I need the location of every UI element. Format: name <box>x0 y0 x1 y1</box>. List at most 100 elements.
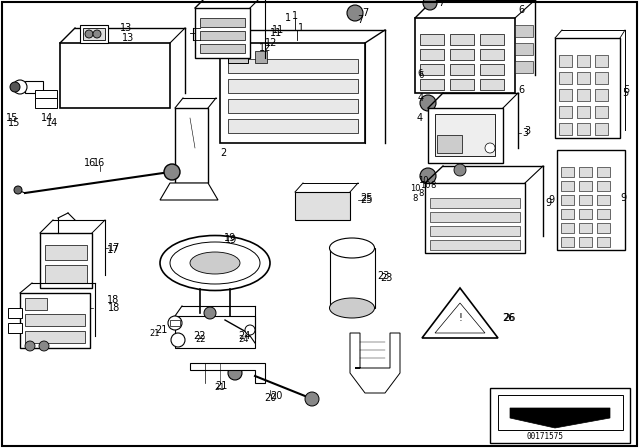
Bar <box>559 72 572 84</box>
Bar <box>228 99 358 113</box>
Text: 14: 14 <box>46 118 58 128</box>
Text: 9: 9 <box>620 193 626 203</box>
Bar <box>579 237 592 247</box>
Bar <box>428 108 503 163</box>
Bar <box>170 320 180 326</box>
Text: 18: 18 <box>108 303 120 313</box>
Bar <box>450 34 474 45</box>
Bar <box>595 106 608 118</box>
Bar <box>597 209 610 219</box>
Text: 16: 16 <box>93 158 105 168</box>
Bar <box>597 195 610 205</box>
Text: 16: 16 <box>84 158 96 168</box>
Bar <box>515 43 533 55</box>
Bar <box>555 38 620 138</box>
Text: 2: 2 <box>220 148 227 158</box>
Text: 1: 1 <box>292 11 298 21</box>
Text: 9: 9 <box>545 198 551 208</box>
Ellipse shape <box>160 236 270 290</box>
Text: 22: 22 <box>195 336 205 345</box>
Bar <box>559 55 572 67</box>
Circle shape <box>454 164 466 176</box>
Bar <box>579 209 592 219</box>
Bar <box>228 45 248 63</box>
Text: 21: 21 <box>215 381 227 391</box>
Text: 21: 21 <box>155 325 168 335</box>
Text: 4: 4 <box>418 93 424 103</box>
Text: 25: 25 <box>360 193 372 203</box>
Ellipse shape <box>330 298 374 318</box>
Text: 19: 19 <box>225 235 237 245</box>
Bar <box>60 43 170 108</box>
Circle shape <box>85 30 93 38</box>
Text: 20: 20 <box>270 391 282 401</box>
Bar <box>480 49 504 60</box>
Bar <box>228 79 358 93</box>
Text: 00171575: 00171575 <box>527 431 563 440</box>
Text: 1: 1 <box>298 23 304 33</box>
Text: 11: 11 <box>270 28 282 38</box>
Bar <box>8 308 22 318</box>
Text: 10: 10 <box>418 176 429 185</box>
Bar <box>450 79 474 90</box>
Ellipse shape <box>190 252 240 274</box>
Text: 1: 1 <box>285 13 291 23</box>
Bar <box>450 64 474 75</box>
Text: 24: 24 <box>238 331 250 341</box>
Polygon shape <box>190 363 265 383</box>
Bar <box>175 108 208 183</box>
Circle shape <box>10 82 20 92</box>
Text: 6: 6 <box>417 69 422 78</box>
Bar <box>577 72 590 84</box>
Bar <box>595 123 608 135</box>
Text: 12: 12 <box>259 43 271 53</box>
Text: 17: 17 <box>107 245 120 255</box>
Bar <box>480 79 504 90</box>
Bar <box>515 61 533 73</box>
Text: 24: 24 <box>238 336 248 345</box>
Text: 10: 10 <box>420 181 431 190</box>
Bar <box>35 98 57 108</box>
Text: 3: 3 <box>524 126 530 136</box>
Bar <box>295 192 350 220</box>
Bar <box>597 237 610 247</box>
Bar <box>559 123 572 135</box>
Ellipse shape <box>330 238 374 258</box>
Bar <box>435 114 495 156</box>
Ellipse shape <box>170 242 260 284</box>
Circle shape <box>168 316 182 330</box>
Polygon shape <box>510 408 610 428</box>
Circle shape <box>204 307 216 319</box>
Text: 23: 23 <box>377 271 389 281</box>
Bar <box>480 64 504 75</box>
Text: 10: 10 <box>410 184 420 193</box>
Bar <box>561 223 574 233</box>
Bar <box>255 51 267 63</box>
Circle shape <box>14 186 22 194</box>
Bar <box>430 198 520 208</box>
Bar <box>420 49 444 60</box>
Bar <box>595 55 608 67</box>
Bar <box>35 90 57 100</box>
Bar <box>430 240 520 250</box>
Bar <box>25 81 43 93</box>
Bar <box>195 8 250 58</box>
Text: 8: 8 <box>412 194 418 202</box>
Circle shape <box>228 366 242 380</box>
Circle shape <box>420 168 436 184</box>
Circle shape <box>305 392 319 406</box>
Text: 8: 8 <box>418 189 424 198</box>
Text: 21: 21 <box>150 328 160 337</box>
Text: 26: 26 <box>503 313 515 323</box>
Text: 6: 6 <box>518 5 524 15</box>
Bar <box>595 72 608 84</box>
Circle shape <box>164 164 180 180</box>
Bar <box>480 34 504 45</box>
Bar <box>220 43 365 143</box>
Circle shape <box>245 325 255 335</box>
Text: 15: 15 <box>6 113 18 123</box>
Bar <box>430 212 520 222</box>
Bar <box>577 106 590 118</box>
Bar <box>20 293 90 348</box>
Text: 5: 5 <box>623 85 629 95</box>
